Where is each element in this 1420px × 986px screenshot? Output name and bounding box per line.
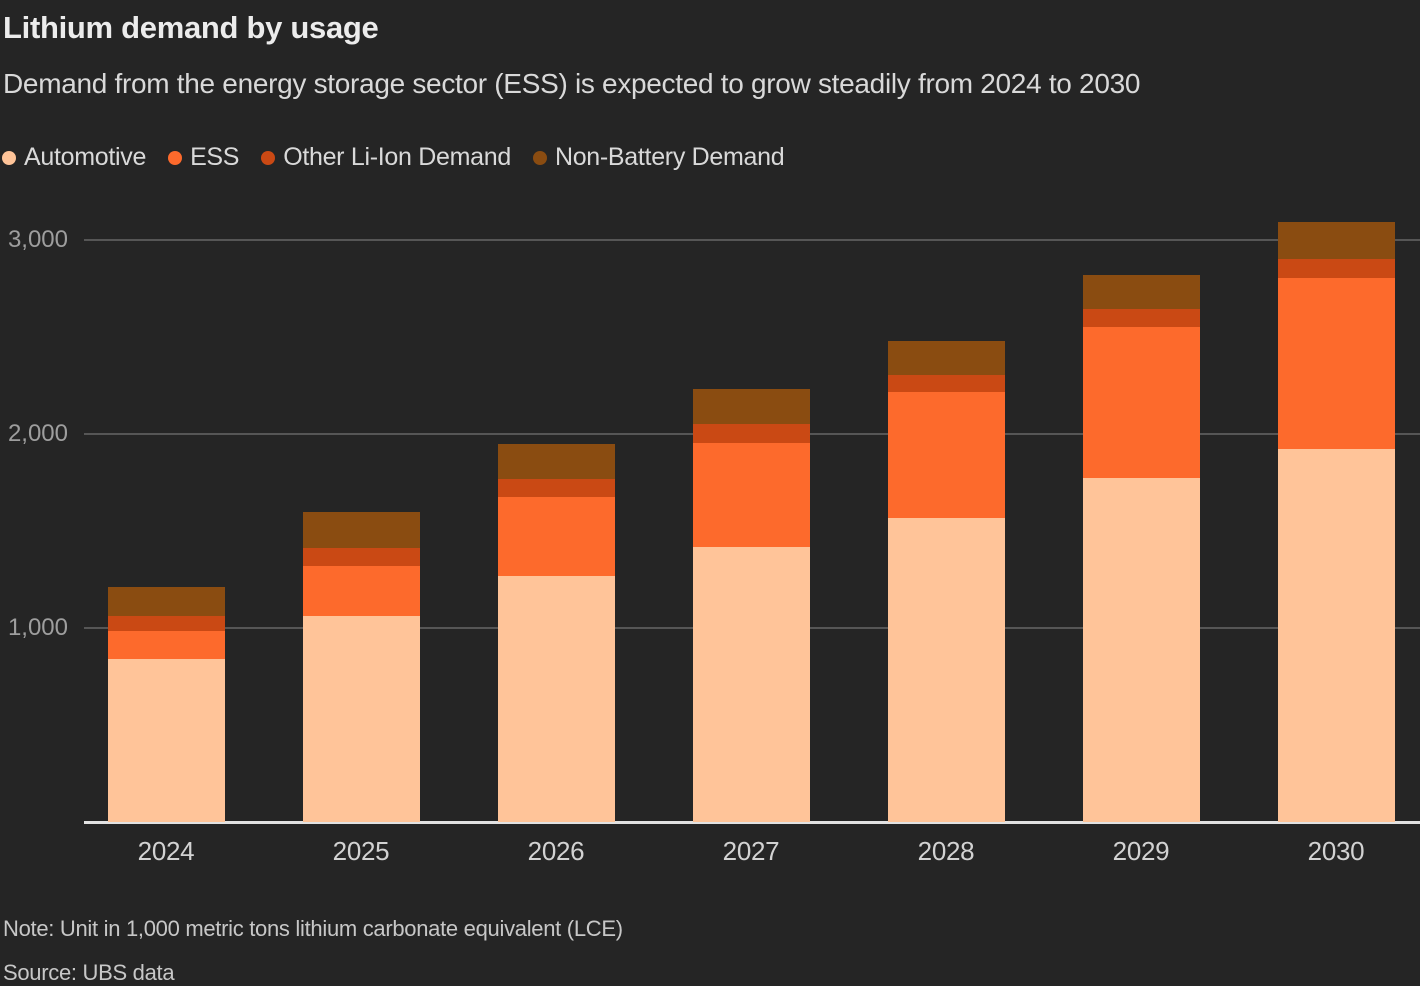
chart-subtitle: Demand from the energy storage sector (E… bbox=[3, 68, 1141, 99]
legend-label: ESS bbox=[190, 143, 240, 171]
bar-segment-2027-automotive[interactable] bbox=[692, 547, 810, 822]
bar-segment-2027-other-li-ion-demand[interactable] bbox=[692, 424, 810, 443]
gridline-3000 bbox=[84, 238, 1420, 241]
bar-segment-2025-automotive[interactable] bbox=[302, 616, 420, 822]
y-axis-label-3000: 3,000 bbox=[7, 225, 68, 253]
bar-2025[interactable] bbox=[302, 512, 420, 822]
legend: Automotive ESS Other Li-Ion Demand Non-Batt… bbox=[2, 143, 785, 172]
bar-2028[interactable] bbox=[887, 340, 1005, 822]
legend-dot-icon bbox=[168, 150, 183, 165]
bar-segment-2029-other-li-ion-demand[interactable] bbox=[1082, 308, 1200, 328]
bar-segment-2028-automotive[interactable] bbox=[887, 518, 1005, 822]
bar-segment-2024-other-li-ion-demand[interactable] bbox=[107, 616, 225, 631]
bar-segment-2030-non-battery-demand[interactable] bbox=[1277, 222, 1395, 260]
y-axis-label-2000: 2,000 bbox=[7, 419, 68, 447]
bar-2029[interactable] bbox=[1082, 274, 1200, 822]
x-axis-label-2028: 2028 bbox=[917, 836, 975, 866]
chart-source: Source: UBS data bbox=[3, 960, 175, 985]
bar-2027[interactable] bbox=[692, 389, 810, 822]
bar-segment-2030-other-li-ion-demand[interactable] bbox=[1277, 259, 1395, 278]
bar-segment-2029-non-battery-demand[interactable] bbox=[1082, 274, 1200, 309]
legend-item-ess: ESS bbox=[168, 143, 239, 172]
bar-segment-2025-other-li-ion-demand[interactable] bbox=[302, 548, 420, 566]
legend-item-other-li-ion-demand: Other Li-Ion Demand bbox=[261, 143, 511, 172]
bar-segment-2027-non-battery-demand[interactable] bbox=[692, 389, 810, 425]
plot-area: 1,000 2,000 3,000 bbox=[0, 210, 1420, 824]
x-axis-label-2030: 2030 bbox=[1307, 836, 1365, 866]
x-axis-label-2024: 2024 bbox=[137, 836, 195, 866]
bar-segment-2027-ess[interactable] bbox=[692, 442, 810, 548]
bar-segment-2026-other-li-ion-demand[interactable] bbox=[497, 479, 615, 497]
bar-segment-2030-ess[interactable] bbox=[1277, 277, 1395, 450]
bar-segment-2029-automotive[interactable] bbox=[1082, 478, 1200, 822]
bar-segment-2026-automotive[interactable] bbox=[497, 575, 615, 822]
bar-segment-2025-ess[interactable] bbox=[302, 565, 420, 617]
x-axis-label-2026: 2026 bbox=[527, 836, 585, 866]
x-axis-labels: 2024 2025 2026 2027 2028 2029 2030 bbox=[0, 836, 1420, 870]
legend-dot-icon bbox=[261, 150, 276, 165]
legend-item-automotive: Automotive bbox=[2, 143, 146, 172]
x-axis-label-2029: 2029 bbox=[1112, 836, 1170, 866]
legend-dot-icon bbox=[2, 150, 16, 165]
bar-2030[interactable] bbox=[1277, 222, 1395, 822]
bar-segment-2029-ess[interactable] bbox=[1082, 327, 1200, 479]
chart-title: Lithium demand by usage bbox=[3, 10, 379, 45]
bar-segment-2025-non-battery-demand[interactable] bbox=[302, 512, 420, 549]
x-axis-label-2025: 2025 bbox=[332, 836, 390, 866]
bar-2026[interactable] bbox=[497, 443, 615, 822]
bar-segment-2028-other-li-ion-demand[interactable] bbox=[887, 374, 1005, 393]
bar-segment-2026-ess[interactable] bbox=[497, 496, 615, 576]
bar-segment-2024-ess[interactable] bbox=[107, 630, 225, 659]
legend-item-non-battery-demand: Non-Battery Demand bbox=[532, 143, 785, 172]
bar-segment-2026-non-battery-demand[interactable] bbox=[497, 443, 615, 480]
legend-label: Automotive bbox=[24, 143, 147, 171]
bar-segment-2030-automotive[interactable] bbox=[1277, 449, 1395, 822]
chart-note: Note: Unit in 1,000 metric tons lithium … bbox=[3, 916, 623, 941]
y-axis-label-1000: 1,000 bbox=[7, 613, 68, 641]
bar-segment-2024-non-battery-demand[interactable] bbox=[107, 587, 225, 617]
legend-label: Non-Battery Demand bbox=[554, 143, 785, 171]
bar-2024[interactable] bbox=[107, 587, 225, 822]
bar-segment-2028-ess[interactable] bbox=[887, 392, 1005, 519]
legend-label: Other Li-Ion Demand bbox=[283, 143, 511, 171]
legend-dot-icon bbox=[532, 150, 547, 165]
x-axis-line bbox=[84, 821, 1420, 824]
bar-segment-2028-non-battery-demand[interactable] bbox=[887, 340, 1005, 375]
x-axis-label-2027: 2027 bbox=[722, 836, 780, 866]
bar-segment-2024-automotive[interactable] bbox=[107, 658, 225, 822]
